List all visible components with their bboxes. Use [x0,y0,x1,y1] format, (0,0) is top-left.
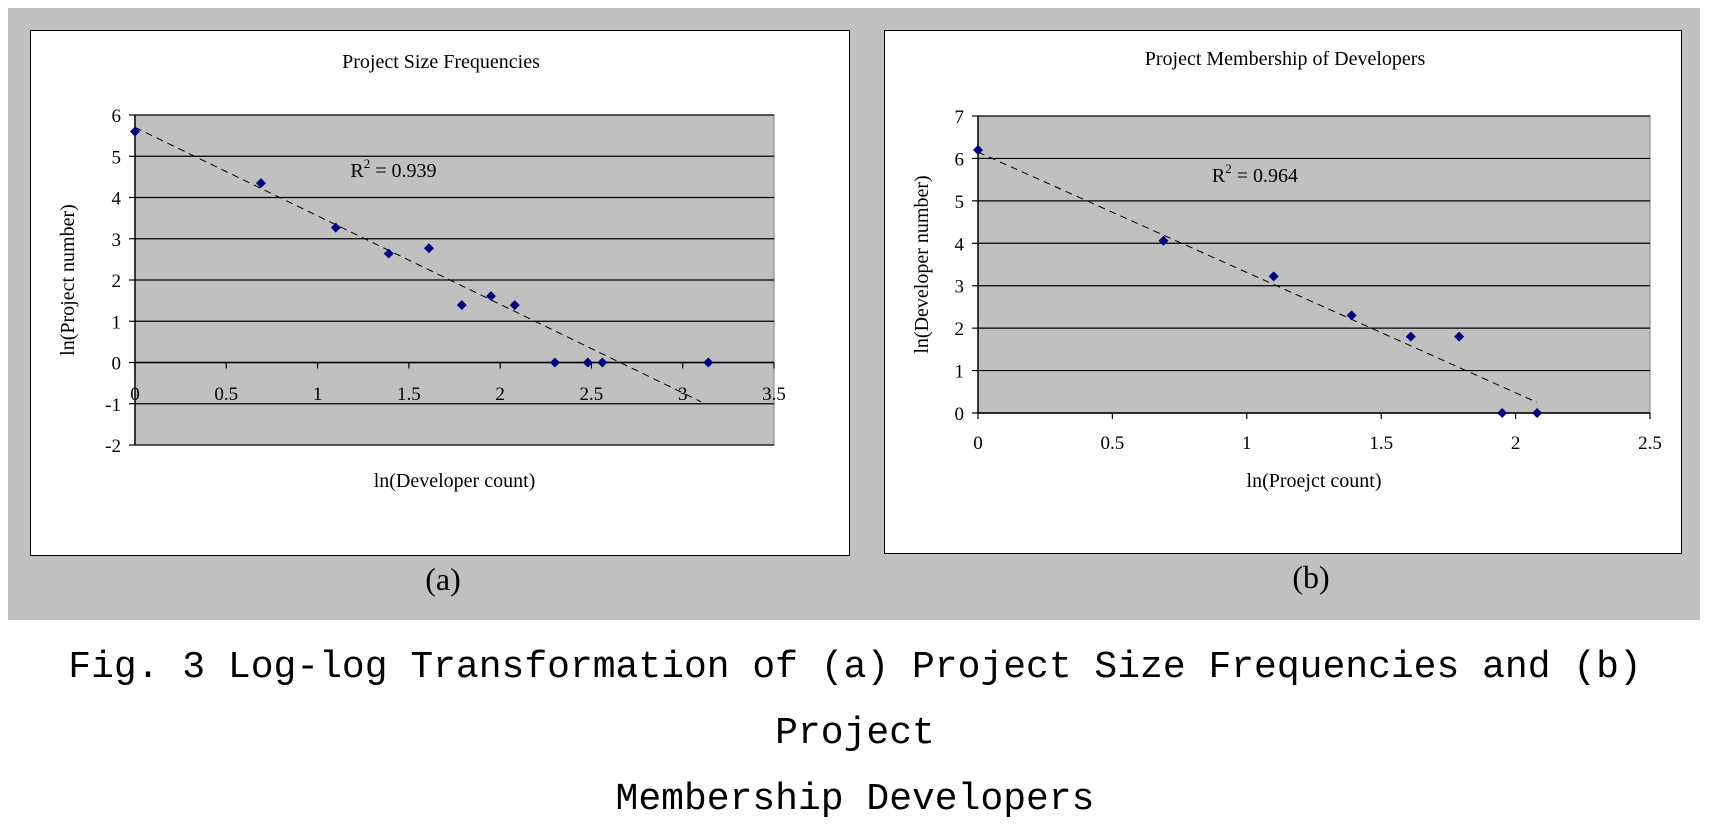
x-tick-label: 2.5 [580,384,604,405]
r-squared-superscript: 2 [1225,161,1232,176]
x-tick-label: 2.5 [1638,433,1662,454]
r-squared-annotation: R2 = 0.964 [1212,161,1298,187]
y-tick-label: 1 [955,362,965,383]
caption-line-1: Fig. 3 Log-log Transformation of (a) Pro… [68,646,1642,755]
subfigure-label-a: (a) [425,561,461,597]
data-point [1497,408,1508,418]
chart-b-svg: 0 0.5 1 1.5 2 2.5 0 1 2 3 4 5 6 7 Project Membership o… [911,48,1662,492]
x-tick-label: 0.5 [1101,433,1125,454]
data-point [456,300,467,311]
x-tick-label: 1 [1242,433,1252,454]
plot-area [977,115,1651,414]
x-tick-label: 0.5 [214,384,238,405]
data-point [703,357,714,368]
r-squared-value: = 0.964 [1232,165,1298,187]
chart-title: Project Membership of Developers [1145,48,1426,70]
y-tick-label: 6 [955,149,965,170]
chart-a: 0 0.5 1 1.5 2 2.5 3 3.5 -2 -1 0 1 2 3 4 5 6 Project Size … [30,30,850,556]
y-axis-label: ln(Developer number) [911,175,933,353]
data-point [597,357,608,368]
r-squared-value: = 0.939 [370,160,436,182]
data-point [1532,408,1543,418]
chart-title: Project Size Frequencies [342,51,540,73]
x-tick-label: 0 [130,384,140,405]
x-tick-label: 2 [495,384,505,405]
data-point [130,126,140,137]
y-tick-label: 2 [112,271,122,292]
data-point [383,248,394,259]
y-tick-label: 5 [112,147,122,168]
data-point [1346,310,1357,321]
y-tick-label: 5 [955,192,965,213]
data-point [1158,235,1169,246]
x-axis-label: ln(Proejct count) [1247,470,1382,492]
y-tick-label: 0 [955,404,965,425]
figure-panel: 0 0.5 1 1.5 2 2.5 3 3.5 -2 -1 0 1 2 3 4 5 6 Project Size … [8,8,1700,620]
trendline [134,126,702,403]
x-tick-label: 3 [678,384,688,405]
r-squared-superscript: 2 [364,156,371,171]
chart-a-svg: 0 0.5 1 1.5 2 2.5 3 3.5 -2 -1 0 1 2 3 4 5 6 Project Size … [57,51,786,492]
y-tick-label: 2 [955,319,965,340]
data-point [582,357,593,368]
y-axis-label: ln(Project number) [57,204,79,356]
y-tick-label: -2 [105,436,121,457]
y-tick-label: 4 [112,189,122,210]
y-tick-label: 0 [112,354,122,375]
y-tick-label: 3 [955,277,965,298]
x-tick-label: 1 [313,384,323,405]
y-tick-label: -1 [105,395,121,416]
subfigure-label-b: (b) [1292,559,1330,595]
caption-line-2: Membership Developers [615,778,1095,821]
x-tick-label: 3.5 [762,384,786,405]
data-point [423,243,434,254]
x-tick-label: 2 [1511,433,1521,454]
chart-b: 0 0.5 1 1.5 2 2.5 0 1 2 3 4 5 6 7 Project Membership o… [884,30,1682,554]
r-squared-annotation: R2 = 0.939 [350,156,436,182]
trendline [977,151,1538,403]
data-point [1405,331,1416,342]
r-squared-prefix: R [1212,165,1226,187]
x-tick-label: 1.5 [397,384,421,405]
y-tick-label: 4 [955,234,965,255]
data-point [1268,271,1279,282]
data-point [255,178,266,189]
y-tick-label: 7 [955,107,965,128]
x-tick-label: 1.5 [1369,433,1393,454]
y-tick-label: 6 [112,106,122,127]
x-axis-label: ln(Developer count) [374,470,536,492]
figure-caption: Fig. 3 Log-log Transformation of (a) Pro… [0,635,1710,833]
x-tick-label: 0 [973,433,983,454]
y-tick-label: 3 [112,230,122,251]
data-point [973,144,983,155]
data-point [330,222,341,233]
data-point [549,357,560,368]
r-squared-prefix: R [350,160,364,182]
data-point [486,291,497,302]
y-tick-label: 1 [112,312,122,333]
data-point [1454,331,1465,342]
